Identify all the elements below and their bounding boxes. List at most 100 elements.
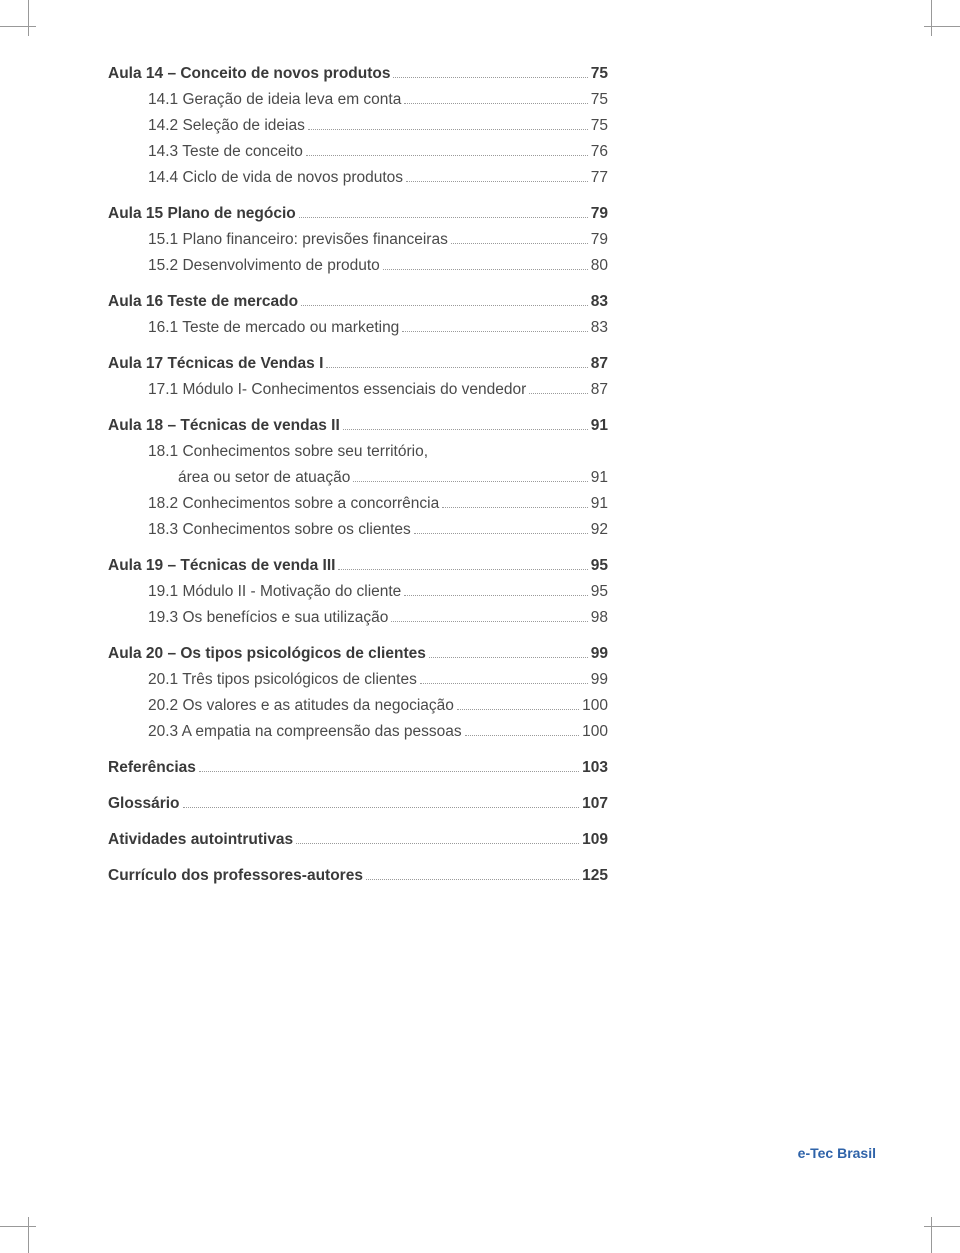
toc-label: 14.3 Teste de conceito	[148, 140, 303, 164]
toc-page-number: 91	[591, 492, 608, 516]
toc-page-number: 83	[591, 290, 608, 314]
toc-entry: 14.2 Seleção de ideias75	[108, 114, 608, 138]
toc-leader	[465, 735, 579, 736]
toc-chapter: Aula 18 – Técnicas de vendas II 91	[108, 414, 608, 438]
toc-page-number: 95	[591, 580, 608, 604]
toc-leader	[393, 77, 587, 78]
toc-label: Aula 17 Técnicas de Vendas I	[108, 352, 323, 376]
table-of-contents: Aula 14 – Conceito de novos produtos7514…	[108, 62, 608, 900]
toc-entry: 14.3 Teste de conceito 76	[108, 140, 608, 164]
toc-chapter: Aula 17 Técnicas de Vendas I87	[108, 352, 608, 376]
toc-leader	[301, 305, 588, 306]
toc-page-number: 109	[582, 828, 608, 852]
toc-entry: 14.1 Geração de ideia leva em conta75	[108, 88, 608, 112]
toc-leader	[306, 155, 588, 156]
toc-chapter: Aula 16 Teste de mercado83	[108, 290, 608, 314]
toc-page-number: 77	[591, 166, 608, 190]
toc-page-number: 91	[591, 414, 608, 438]
toc-chapter: Atividades autointrutivas 109	[108, 828, 608, 852]
toc-label: 20.2 Os valores e as atitudes da negocia…	[148, 694, 454, 718]
footer-brand: e-Tec Brasil	[798, 1145, 876, 1161]
toc-page-number: 79	[591, 228, 608, 252]
toc-label: 16.1 Teste de mercado ou marketing	[148, 316, 399, 340]
toc-group: Aula 15 Plano de negócio 79 15.1 Plano fin…	[108, 202, 608, 278]
toc-page-number: 95	[591, 554, 608, 578]
toc-leader	[326, 367, 587, 368]
toc-label: 14.2 Seleção de ideias	[148, 114, 305, 138]
toc-entry: 20.1 Três tipos psicológicos de clientes…	[108, 668, 608, 692]
toc-leader	[529, 393, 587, 394]
toc-leader	[451, 243, 588, 244]
toc-page-number: 87	[591, 378, 608, 402]
toc-page-number: 100	[582, 720, 608, 744]
toc-leader	[296, 843, 579, 844]
toc-label: Aula 20 – Os tipos psicológicos de clien…	[108, 642, 426, 666]
toc-label: Aula 14 – Conceito de novos produtos	[108, 62, 390, 86]
toc-leader	[402, 331, 587, 332]
toc-entry: 18.2 Conhecimentos sobre a concorrência 9…	[108, 492, 608, 516]
toc-page-number: 79	[591, 202, 608, 226]
toc-label: Currículo dos professores-autores	[108, 864, 363, 888]
toc-label: 18.2 Conhecimentos sobre a concorrência	[148, 492, 439, 516]
toc-entry: 18.1 Conhecimentos sobre seu território,	[108, 440, 608, 464]
toc-page-number: 99	[591, 642, 608, 666]
toc-label: 20.3 A empatia na compreensão das pessoa…	[148, 720, 462, 744]
toc-page-number: 100	[582, 694, 608, 718]
toc-label: 18.3 Conhecimentos sobre os clientes	[148, 518, 411, 542]
toc-chapter: Aula 20 – Os tipos psicológicos de clien…	[108, 642, 608, 666]
toc-chapter: Glossário 107	[108, 792, 608, 816]
toc-page-number: 80	[591, 254, 608, 278]
toc-entry: 20.3 A empatia na compreensão das pessoa…	[108, 720, 608, 744]
toc-page-number: 83	[591, 316, 608, 340]
toc-leader	[404, 595, 587, 596]
toc-label: Aula 18 – Técnicas de vendas II	[108, 414, 340, 438]
toc-leader	[199, 771, 579, 772]
toc-label: 20.1 Três tipos psicológicos de clientes	[148, 668, 417, 692]
toc-chapter: Referências103	[108, 756, 608, 780]
toc-entry: 19.3 Os benefícios e sua utilização98	[108, 606, 608, 630]
toc-group: Referências103	[108, 756, 608, 780]
toc-page-number: 92	[591, 518, 608, 542]
toc-label: Aula 15 Plano de negócio	[108, 202, 296, 226]
toc-chapter: Aula 19 – Técnicas de venda III95	[108, 554, 608, 578]
toc-group: Aula 17 Técnicas de Vendas I8717.1 Módul…	[108, 352, 608, 402]
toc-leader	[353, 481, 587, 482]
toc-label: 14.4 Ciclo de vida de novos produtos	[148, 166, 403, 190]
toc-label: 17.1 Módulo I- Conhecimentos essenciais …	[148, 378, 526, 402]
toc-page-number: 91	[591, 466, 608, 490]
toc-entry: área ou setor de atuação 91	[108, 466, 608, 490]
toc-label: 15.2 Desenvolvimento de produto	[148, 254, 380, 278]
toc-label: Glossário	[108, 792, 180, 816]
toc-leader	[404, 103, 587, 104]
toc-page-number: 103	[582, 756, 608, 780]
toc-group: Aula 18 – Técnicas de vendas II9118.1 Co…	[108, 414, 608, 542]
toc-chapter: Aula 14 – Conceito de novos produtos 75	[108, 62, 608, 86]
toc-label: 14.1 Geração de ideia leva em conta	[148, 88, 401, 112]
toc-leader	[420, 683, 588, 684]
toc-entry: 15.1 Plano financeiro: previsões finance…	[108, 228, 608, 252]
toc-page-number: 98	[591, 606, 608, 630]
toc-leader	[414, 533, 588, 534]
toc-leader	[391, 621, 587, 622]
toc-leader	[308, 129, 588, 130]
toc-group: Aula 19 – Técnicas de venda III9519.1 Mó…	[108, 554, 608, 630]
toc-leader	[343, 429, 588, 430]
toc-entry: 18.3 Conhecimentos sobre os clientes 92	[108, 518, 608, 542]
toc-group: Aula 20 – Os tipos psicológicos de clien…	[108, 642, 608, 744]
toc-label: Atividades autointrutivas	[108, 828, 293, 852]
toc-page-number: 107	[582, 792, 608, 816]
toc-page-number: 125	[582, 864, 608, 888]
toc-page-number: 76	[591, 140, 608, 164]
toc-leader	[406, 181, 588, 182]
toc-group: Glossário 107	[108, 792, 608, 816]
toc-label: 15.1 Plano financeiro: previsões finance…	[148, 228, 448, 252]
toc-label: 19.1 Módulo II - Motivação do cliente	[148, 580, 401, 604]
toc-leader	[383, 269, 588, 270]
toc-group: Aula 14 – Conceito de novos produtos7514…	[108, 62, 608, 190]
toc-label: área ou setor de atuação	[178, 466, 350, 490]
toc-leader	[299, 217, 588, 218]
toc-leader	[429, 657, 588, 658]
toc-page-number: 75	[591, 62, 608, 86]
toc-chapter: Aula 15 Plano de negócio 79	[108, 202, 608, 226]
toc-entry: 19.1 Módulo II - Motivação do cliente 95	[108, 580, 608, 604]
